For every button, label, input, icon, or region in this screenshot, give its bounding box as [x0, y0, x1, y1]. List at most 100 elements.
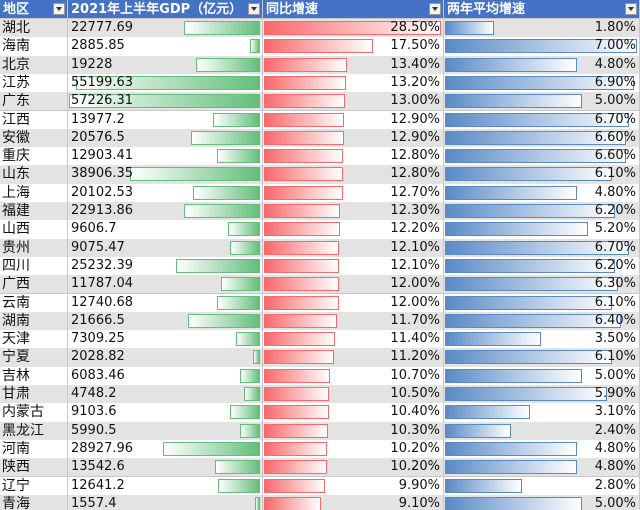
data-bar [195, 57, 260, 72]
cell-value: 6.40% [594, 312, 636, 328]
data-bar [445, 332, 541, 347]
table-cell: 12.70% [263, 183, 444, 203]
header-text: 同比增速 [266, 2, 319, 17]
cell-value: 20102.53 [71, 184, 134, 200]
table-cell: 2.40% [444, 421, 640, 441]
table-cell: 10.50% [263, 385, 444, 405]
filter-button[interactable] [625, 3, 637, 15]
table-cell: 6.90% [444, 73, 640, 94]
data-bar [264, 387, 330, 401]
cell-value: 57226.31 [71, 93, 134, 109]
region-name: 甘肃 [2, 386, 30, 402]
table-cell: 6.10% [444, 165, 640, 185]
table-cell: 57226.31 [68, 92, 263, 112]
cell-value: 10.30% [390, 422, 440, 438]
data-bar [213, 112, 260, 127]
table-cell: 湖北 [0, 19, 68, 39]
cell-value: 10.50% [390, 386, 440, 401]
table-cell: 12.30% [263, 202, 444, 222]
data-bar [217, 478, 260, 493]
table-cell: 9103.6 [68, 403, 263, 423]
table-cell: 5.00% [444, 92, 640, 112]
filter-button[interactable] [429, 3, 441, 15]
cell-value: 6.20% [594, 203, 636, 218]
cell-value: 12.70% [390, 184, 440, 200]
data-bar [445, 478, 522, 493]
data-bar [75, 75, 260, 90]
filter-button[interactable] [248, 3, 260, 15]
data-bar [264, 460, 328, 475]
data-bar [220, 277, 260, 292]
data-bar [235, 332, 260, 347]
header-cell: 两年平均增速 [444, 0, 640, 19]
cell-value: 19228 [71, 56, 113, 72]
table-cell: 6.60% [444, 128, 640, 149]
cell-value: 5.00% [594, 367, 636, 383]
filter-button[interactable] [53, 3, 65, 15]
cell-value: 12903.41 [71, 148, 134, 164]
data-bar [217, 295, 260, 310]
data-bar [216, 149, 260, 164]
data-bar [264, 478, 326, 493]
data-bar [445, 295, 613, 310]
data-bar [445, 112, 629, 127]
cell-value: 6.10% [594, 349, 636, 365]
table-cell: 12740.68 [68, 293, 263, 313]
cell-value: 2885.85 [71, 38, 125, 54]
data-bar [239, 368, 260, 383]
region-name: 山东 [2, 166, 30, 183]
header-cell: 地区 [0, 0, 68, 19]
data-bar [192, 185, 260, 200]
cell-value: 22913.86 [71, 203, 134, 218]
region-name: 河南 [2, 440, 30, 457]
cell-value: 12641.2 [71, 477, 125, 493]
cell-value: 1557.4 [71, 495, 117, 510]
table-cell: 12.80% [263, 147, 444, 167]
table-cell: 20102.53 [68, 183, 263, 203]
table-cell: 12.80% [263, 165, 444, 185]
table-cell: 甘肃 [0, 385, 68, 405]
table-cell: 10.30% [263, 421, 444, 441]
table-cell: 陕西 [0, 458, 68, 478]
cell-value: 11.70% [390, 312, 440, 328]
cell-value: 6.90% [594, 74, 636, 90]
header-text: 地区 [3, 2, 30, 17]
region-name: 山西 [2, 221, 30, 238]
cell-value: 10.20% [390, 459, 440, 475]
data-bar [445, 441, 577, 456]
cell-value: 7.00% [594, 38, 636, 54]
table-cell: 11787.04 [68, 275, 263, 295]
data-bar [445, 277, 618, 292]
data-bar [445, 75, 635, 90]
table-cell: 13.40% [263, 55, 444, 75]
region-name: 天津 [2, 331, 30, 348]
table-cell: 3.10% [444, 403, 640, 423]
table-cell: 山东 [0, 165, 68, 185]
table-cell: 天津 [0, 330, 68, 350]
table-cell: 2885.85 [68, 37, 263, 57]
region-name: 四川 [2, 257, 30, 274]
cell-value: 6.60% [594, 129, 636, 145]
table-cell: 11.70% [263, 311, 444, 332]
data-bar [264, 350, 334, 365]
cell-value: 5.20% [594, 221, 636, 237]
cell-value: 12.00% [390, 294, 440, 310]
data-bar [445, 130, 627, 145]
data-bar [264, 441, 328, 456]
cell-value: 6.10% [594, 166, 636, 182]
cell-value: 4.80% [594, 440, 636, 456]
region-name: 重庆 [2, 148, 30, 165]
table-cell: 13.20% [263, 73, 444, 94]
cell-value: 22777.69 [71, 20, 134, 35]
data-bar [445, 496, 583, 510]
table-cell: 12.20% [263, 220, 444, 240]
region-name: 江西 [2, 111, 30, 128]
table-cell: 3.50% [444, 330, 640, 350]
cell-value: 13977.2 [71, 111, 125, 127]
data-bar [445, 149, 627, 164]
region-name: 广东 [2, 93, 30, 110]
data-bar [445, 57, 577, 72]
table-cell: 6.20% [444, 202, 640, 222]
data-bar [191, 130, 260, 145]
table-cell: 25232.39 [68, 256, 263, 277]
